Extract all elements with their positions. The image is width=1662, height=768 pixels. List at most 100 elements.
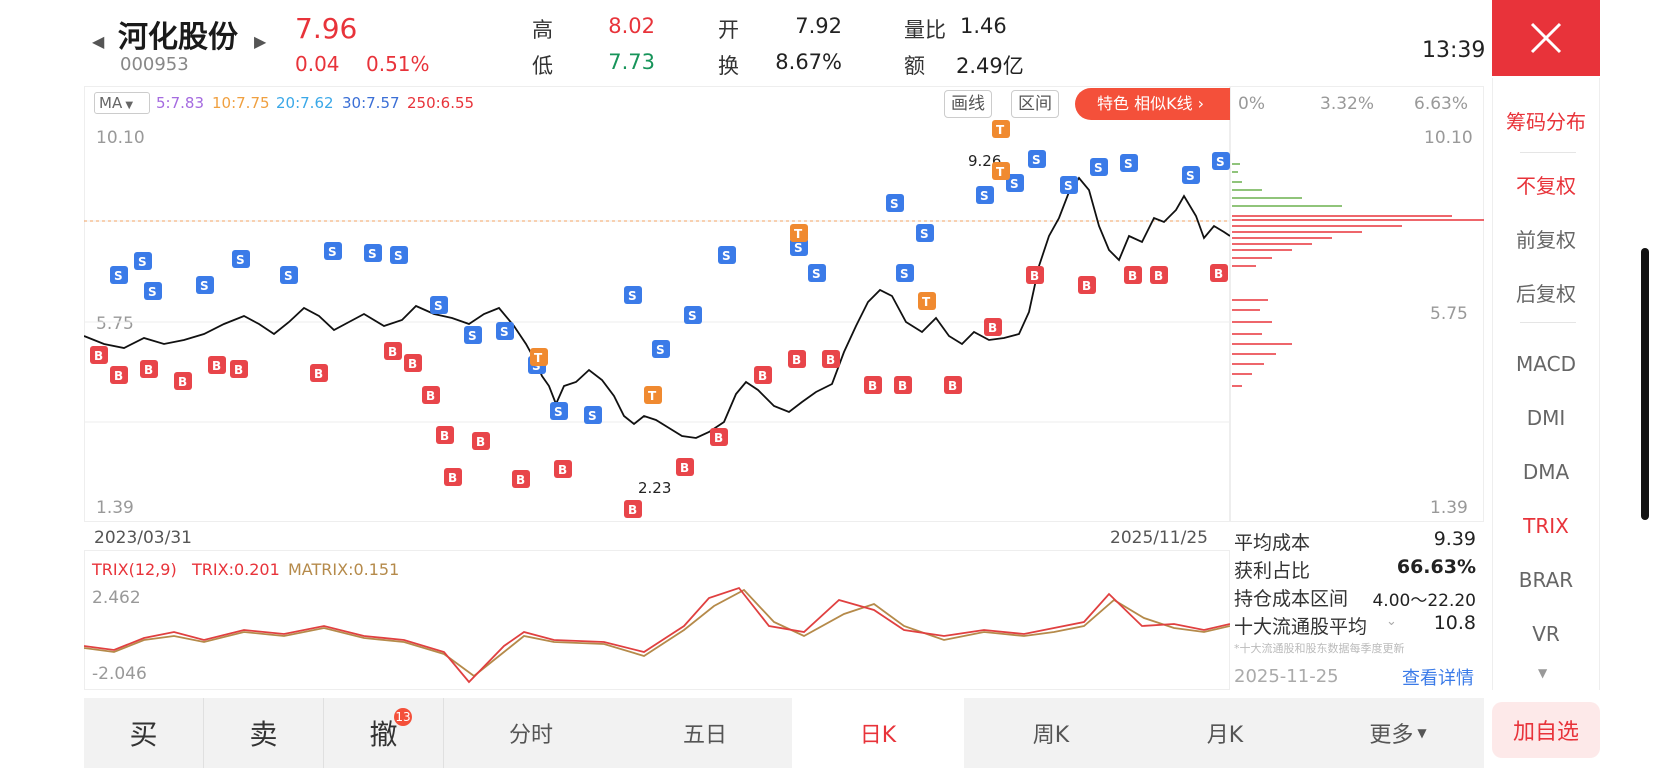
sidebar-item-macd[interactable]: MACD <box>1516 352 1576 376</box>
cancel-order-button[interactable]: 撤 <box>324 698 444 768</box>
svg-text:T: T <box>922 295 931 309</box>
svg-text:B: B <box>758 369 767 383</box>
scrollbar[interactable] <box>1641 248 1649 520</box>
draw-line-button[interactable]: 画线 <box>944 90 992 118</box>
trix-value: TRIX:0.201 <box>192 560 280 579</box>
svg-text:B: B <box>144 363 153 377</box>
sell-button[interactable]: 卖 <box>204 698 324 768</box>
svg-text:B: B <box>448 471 457 485</box>
tab-bar-left <box>444 698 792 768</box>
svg-text:S: S <box>812 267 821 281</box>
svg-text:S: S <box>500 325 509 339</box>
stock-name: 河化股份 <box>118 20 238 55</box>
price-line <box>84 176 1230 439</box>
sidebar-item-dma[interactable]: DMA <box>1522 460 1570 484</box>
svg-text:S: S <box>114 269 123 283</box>
amount-value: 2.49亿 <box>956 54 1024 78</box>
svg-text:S: S <box>368 247 377 261</box>
svg-text:S: S <box>588 409 597 423</box>
svg-text:T: T <box>794 227 803 241</box>
svg-text:B: B <box>178 375 187 389</box>
sell-markers: S S S S S S S S S S S S S S S S S S S S … <box>110 150 1230 424</box>
more-down-icon[interactable]: ▼ <box>1538 666 1548 680</box>
svg-text:S: S <box>688 309 697 323</box>
range-button[interactable]: 区间 <box>1011 90 1059 118</box>
close-button[interactable] <box>1492 0 1600 76</box>
ma30-value: 30:7.57 <box>342 94 400 112</box>
svg-text:B: B <box>94 349 103 363</box>
low-label: 低 <box>532 54 553 78</box>
matrix-value: MATRIX:0.151 <box>288 560 400 579</box>
turnover-value: 8.67% <box>775 50 842 74</box>
tab-five-day[interactable]: 五日 <box>682 723 727 748</box>
svg-text:B: B <box>1128 269 1137 283</box>
next-stock-icon[interactable]: ▶ <box>254 32 267 51</box>
ma-select[interactable]: MA ▼ <box>94 92 150 114</box>
open-value: 7.92 <box>795 14 842 38</box>
matrix-line <box>84 588 1230 678</box>
svg-text:S: S <box>628 289 637 303</box>
sidebar-divider <box>1520 322 1576 323</box>
low-value: 7.73 <box>608 50 655 74</box>
view-details-link[interactable]: 查看详情 <box>1402 668 1474 689</box>
open-label: 开 <box>718 18 739 42</box>
svg-text:B: B <box>826 353 835 367</box>
sidebar-item-no-adjust[interactable]: 不复权 <box>1516 174 1576 198</box>
sidebar-item-brar[interactable]: BRAR <box>1518 568 1574 592</box>
tab-more[interactable]: 更多 ▼ <box>1369 723 1427 748</box>
chevron-down-icon[interactable]: ⌄ <box>1386 614 1397 629</box>
svg-text:S: S <box>200 279 209 293</box>
svg-text:T: T <box>534 351 543 365</box>
dist-pct-0: 0% <box>1238 94 1265 114</box>
dropdown-icon: ▼ <box>1417 726 1427 740</box>
trix-params: TRIX(12,9) <box>92 560 177 579</box>
tab-monthly-k[interactable]: 月K <box>1206 723 1244 748</box>
svg-text:S: S <box>284 269 293 283</box>
cancel-badge: 13 <box>394 708 412 726</box>
sidebar-item-chip-dist[interactable]: 筹码分布 <box>1506 110 1586 134</box>
svg-text:S: S <box>236 253 245 267</box>
profit-ratio-value: 66.63% <box>1396 556 1476 578</box>
svg-text:B: B <box>212 359 221 373</box>
svg-text:S: S <box>468 329 477 343</box>
sidebar-item-vr[interactable]: VR <box>1532 622 1560 646</box>
sidebar-item-trix[interactable]: TRIX <box>1523 514 1569 538</box>
svg-text:B: B <box>898 379 907 393</box>
turnover-label: 换 <box>718 54 739 78</box>
svg-text:T: T <box>996 123 1005 137</box>
tab-daily-k[interactable]: 日K <box>792 698 964 768</box>
trix-y-top: 2.462 <box>92 588 141 608</box>
sidebar-item-dmi[interactable]: DMI <box>1526 406 1566 430</box>
dist-y-bottom: 1.39 <box>1430 498 1468 518</box>
t-markers: T T T T T T <box>530 120 1010 404</box>
similar-kline-button[interactable]: 特色 相似K线 › <box>1075 88 1230 120</box>
amount-label: 额 <box>904 54 925 78</box>
add-favorite-button[interactable]: 加自选 <box>1492 702 1600 758</box>
svg-text:S: S <box>722 249 731 263</box>
tab-bar-right <box>964 698 1484 768</box>
tab-intraday[interactable]: 分时 <box>508 723 553 748</box>
svg-text:S: S <box>1216 155 1225 169</box>
indicator-panel[interactable] <box>84 550 1230 690</box>
profit-ratio-label: 获利占比 <box>1234 560 1311 582</box>
cost-range-value: 4.00～22.20 <box>1372 591 1476 611</box>
trix-plot <box>84 586 1230 684</box>
svg-text:B: B <box>714 431 723 445</box>
trough-label: 2.23 <box>638 479 672 497</box>
svg-text:S: S <box>1124 157 1133 171</box>
svg-text:S: S <box>148 285 157 299</box>
kline-chart[interactable] <box>84 86 1230 522</box>
price-plot: B B B B B B B B B B B B B B B B B B B B … <box>84 120 1230 518</box>
tab-weekly-k[interactable]: 周K <box>1032 723 1070 748</box>
buy-button[interactable]: 买 <box>84 698 204 768</box>
svg-text:S: S <box>1186 169 1195 183</box>
price-change: 0.04 <box>295 52 340 76</box>
svg-text:B: B <box>680 461 689 475</box>
sidebar-item-backward-adjust[interactable]: 后复权 <box>1516 282 1576 306</box>
svg-text:S: S <box>900 267 909 281</box>
sidebar-item-forward-adjust[interactable]: 前复权 <box>1516 228 1576 252</box>
dist-y-top: 10.10 <box>1424 128 1473 148</box>
prev-stock-icon[interactable]: ◀ <box>92 32 105 51</box>
svg-text:S: S <box>138 255 147 269</box>
top10-value: 10.8 <box>1433 612 1476 634</box>
